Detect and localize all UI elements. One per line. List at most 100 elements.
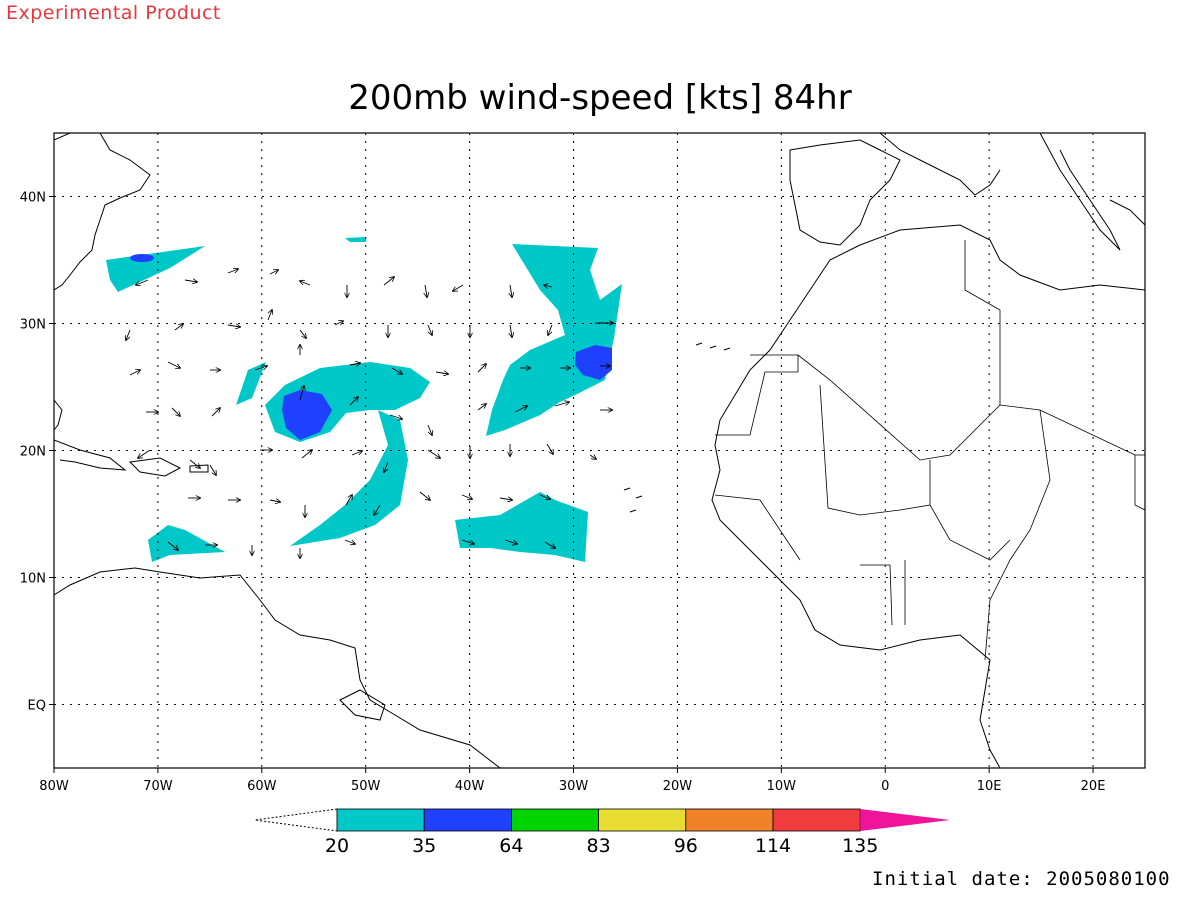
wind-arrow xyxy=(267,310,272,321)
colorbar-segment xyxy=(423,808,512,832)
colorbar-segment xyxy=(685,808,774,832)
lon-tick-label: 20W xyxy=(663,779,693,794)
wind-arrow xyxy=(345,495,352,506)
colorbar-segment xyxy=(510,808,599,832)
wind-arrow xyxy=(351,451,362,456)
colorbar-label: 114 xyxy=(755,835,791,857)
wind-arrow xyxy=(453,284,464,291)
wind-arrow xyxy=(539,494,550,499)
lat-tick-label: 40N xyxy=(20,191,46,206)
colorbar-segment xyxy=(336,808,425,832)
italy-coast xyxy=(1039,133,1121,251)
wind-arrow xyxy=(227,269,238,274)
wind-arrow xyxy=(299,386,304,401)
wind-arrow xyxy=(269,500,280,502)
experimental-product-label: Experimental Product xyxy=(6,2,221,24)
wind-arrow xyxy=(299,329,306,338)
africa-coast xyxy=(711,224,1145,768)
colorbar-lower-arrow xyxy=(254,808,338,832)
wind-arrow xyxy=(589,455,596,459)
colorbar-label: 64 xyxy=(499,835,523,857)
wind-arrow xyxy=(461,539,474,544)
colorbar-label: 20 xyxy=(325,835,349,857)
shading-south-east-band xyxy=(455,492,588,562)
colorbar-segment xyxy=(598,808,687,832)
wind-arrow xyxy=(167,361,180,368)
puerto-rico-coast xyxy=(189,464,209,473)
colorbar-upper-arrow xyxy=(860,809,950,831)
shading-caribbean-patch xyxy=(148,525,225,562)
florida-gulf-coast xyxy=(54,399,63,431)
wind-arrow xyxy=(209,464,216,475)
wind-arrow xyxy=(427,424,432,435)
wind-arrow xyxy=(384,461,389,472)
wind-arrow xyxy=(300,281,311,286)
lon-tick-label: 10W xyxy=(767,779,797,794)
lon-tick-label: 20E xyxy=(1081,779,1106,794)
shading-northwest-band xyxy=(106,246,205,292)
cape-verde-islands xyxy=(623,487,643,513)
shading-northwest-core xyxy=(130,254,154,262)
wind-arrow xyxy=(510,284,512,297)
lon-tick-label: 70W xyxy=(143,779,173,794)
lon-tick-label: 50W xyxy=(351,779,381,794)
wind-arrow xyxy=(427,449,440,458)
wind-speed-shading xyxy=(106,237,622,562)
wind-vectors xyxy=(126,269,613,558)
wind-arrow xyxy=(383,277,394,286)
lon-tick-label: 0 xyxy=(881,779,889,794)
wind-arrow xyxy=(374,504,381,515)
wind-arrow xyxy=(427,324,432,335)
wind-arrow xyxy=(301,450,312,459)
wind-arrow xyxy=(425,284,427,297)
wind-arrow xyxy=(174,324,183,331)
wind-arrow xyxy=(334,321,343,325)
canary-islands xyxy=(695,342,731,351)
wind-arrow xyxy=(349,397,358,406)
wind-arrow xyxy=(171,407,180,416)
colorbar-label: 35 xyxy=(412,835,436,857)
wind-arrow xyxy=(227,325,240,327)
wind-arrow xyxy=(254,366,267,371)
lon-tick-label: 80W xyxy=(39,779,69,794)
wind-arrow xyxy=(544,541,555,548)
wind-arrow xyxy=(389,414,402,419)
axis-ticks: 80W 70W 60W 50W 40W 30W 20W 10W 0 10E 20E 40N 30N 20N… xyxy=(20,191,1106,795)
lat-tick-label: 20N xyxy=(20,445,46,460)
wind-arrow xyxy=(477,364,486,373)
wind-arrow xyxy=(129,370,140,376)
wind-arrow xyxy=(461,494,472,499)
lon-tick-label: 40W xyxy=(455,779,485,794)
map-title: 200mb wind-speed [kts] 84hr xyxy=(348,78,852,118)
wind-arrow xyxy=(504,539,517,544)
shading-east-band xyxy=(486,244,622,436)
shading-central-core xyxy=(282,390,332,440)
wind-arrow xyxy=(344,539,355,544)
wind-arrow xyxy=(499,498,512,500)
north-america-coast xyxy=(54,133,151,291)
wind-arrow xyxy=(138,449,151,458)
wind-arrow xyxy=(391,367,402,374)
wind-arrow xyxy=(349,363,360,365)
wind-arrow xyxy=(435,372,448,374)
shading-small-north-patch xyxy=(345,237,366,242)
lon-tick-label: 10E xyxy=(977,779,1002,794)
wind-arrow xyxy=(544,285,553,287)
wind-arrow xyxy=(546,443,553,454)
wind-arrow xyxy=(269,270,278,274)
lat-tick-label: 30N xyxy=(20,318,46,333)
colorbar: 20 35 64 83 96 114 135 xyxy=(254,808,950,857)
wind-arrow xyxy=(126,329,131,340)
wind-arrow xyxy=(510,324,512,337)
lat-tick-label: 10N xyxy=(20,572,46,587)
colorbar-label: 83 xyxy=(587,835,611,857)
wind-arrow xyxy=(419,491,430,500)
amazon-delta-coast xyxy=(339,689,386,721)
wind-arrow xyxy=(184,280,197,282)
europe-iberia-coast xyxy=(789,139,901,246)
lon-tick-label: 60W xyxy=(247,779,277,794)
colorbar-segment xyxy=(772,808,861,832)
wind-arrow xyxy=(548,324,553,335)
wind-arrow xyxy=(514,406,527,413)
